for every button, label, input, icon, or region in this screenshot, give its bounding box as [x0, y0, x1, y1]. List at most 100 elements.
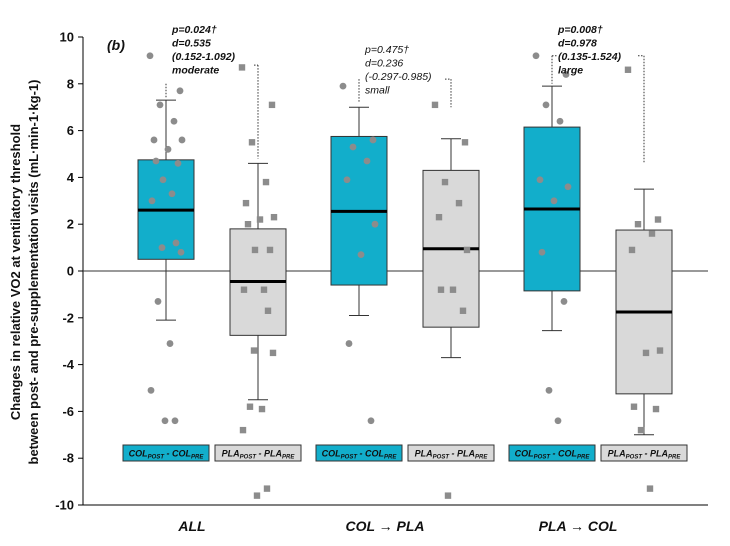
data-point: [564, 183, 572, 191]
y-tick-label: 0: [67, 264, 74, 279]
data-point: [562, 71, 570, 78]
data-point: [263, 485, 271, 492]
annotation-line: d=0.978: [558, 38, 597, 50]
data-point: [654, 216, 662, 223]
data-point: [266, 246, 274, 254]
data-point: [630, 403, 638, 410]
data-point: [240, 286, 248, 293]
data-point: [239, 426, 247, 434]
data-point: [343, 176, 351, 184]
annotation-line: large: [558, 65, 583, 77]
data-point: [550, 197, 558, 205]
data-point: [164, 145, 172, 153]
data-point: [150, 136, 158, 144]
data-point: [349, 143, 357, 151]
data-point: [357, 251, 365, 259]
data-point: [176, 87, 184, 95]
data-point: [168, 190, 176, 198]
data-point: [256, 216, 264, 223]
data-point: [238, 64, 246, 71]
data-point: [269, 349, 277, 357]
y-tick-label: 2: [67, 217, 74, 232]
data-point: [634, 221, 642, 228]
box-pla: PLAPOST - PLAPRE: [407, 101, 495, 499]
group-1: COLPOST - COLPRE PLAPOST - PLAPRE COL → PL…: [315, 44, 495, 534]
data-point: [652, 405, 660, 413]
series-label: PLAPOST - PLAPRE: [415, 449, 489, 461]
data-point: [172, 239, 180, 247]
data-point: [253, 492, 261, 499]
significance-annotation: p=0.008† d=0.978(0.135-1.524) large: [551, 24, 645, 164]
significance-annotation: p=0.024† d=0.535(0.152-1.092) moderate: [165, 24, 259, 159]
data-point: [542, 101, 550, 109]
box-col: COLPOST - COLPRE: [315, 82, 403, 462]
y-axis: -10 -8 -6 -4 -2 0 2 4 6 8 10: [55, 30, 708, 513]
data-point: [463, 246, 471, 254]
data-point: [178, 136, 186, 144]
category-label: COL → PLA: [345, 518, 424, 534]
data-point: [156, 101, 164, 109]
data-point: [545, 386, 553, 394]
box-pla: PLAPOST - PLAPRE: [600, 66, 688, 492]
annotation-line: small: [365, 85, 390, 97]
series-label: COLPOST - COLPRE: [129, 449, 205, 461]
data-point: [171, 417, 179, 425]
annotation-line: d=0.236: [365, 58, 403, 70]
data-point: [656, 347, 664, 354]
y-tick-label: 4: [67, 170, 75, 185]
series-label-box: [214, 444, 302, 462]
y-tick-label: 8: [67, 76, 74, 91]
box-pla: PLAPOST - PLAPRE: [214, 64, 302, 499]
y-axis-label-line2: between post- and pre-supplementation vi…: [26, 80, 41, 465]
data-point: [154, 298, 162, 305]
annotation-line: p=0.008†: [557, 24, 603, 36]
data-point: [648, 230, 656, 237]
data-point: [455, 199, 463, 207]
y-axis-label: Changes in relative VO2 at ventilatory t…: [8, 80, 41, 465]
annotation-line: (-0.297-0.985): [365, 71, 432, 83]
data-point: [152, 157, 160, 165]
data-point: [166, 340, 174, 347]
y-tick-label: -4: [62, 357, 74, 372]
category-label: PLA → COL: [539, 518, 618, 534]
data-point: [264, 307, 272, 314]
box-groups: COLPOST - COLPRE PLAPOST - PLAPRE ALL p=0.0…: [122, 24, 688, 534]
data-point: [250, 347, 258, 354]
series-label: PLAPOST - PLAPRE: [222, 449, 296, 461]
data-point: [369, 136, 377, 144]
series-label-box: [122, 444, 210, 462]
data-point: [177, 248, 185, 256]
series-label: COLPOST - COLPRE: [515, 449, 591, 461]
annotation-line: moderate: [172, 65, 219, 77]
series-label-box: [407, 444, 495, 462]
data-point: [248, 139, 256, 146]
box-col: COLPOST - COLPRE: [122, 52, 210, 462]
series-label-box: [600, 444, 688, 462]
category-label: ALL: [177, 518, 205, 534]
data-point: [251, 246, 259, 254]
data-point: [258, 405, 266, 413]
data-point: [444, 492, 452, 499]
y-tick-label: -2: [62, 310, 74, 325]
y-axis-label-line1: Changes in relative VO2 at ventilatory t…: [8, 124, 23, 420]
annotation-line: (0.135-1.524): [558, 51, 622, 63]
series-label-box: [508, 444, 596, 462]
data-point: [449, 286, 457, 293]
y-tick-label: -6: [62, 404, 74, 419]
data-point: [538, 248, 546, 256]
data-point: [536, 176, 544, 184]
data-point: [642, 349, 650, 357]
group-2: COLPOST - COLPRE PLAPOST - PLAPRE PLA → CO…: [508, 24, 688, 534]
data-point: [339, 82, 347, 90]
data-point: [461, 139, 469, 146]
data-point: [148, 197, 156, 205]
panel-label: (b): [107, 37, 125, 53]
data-point: [624, 66, 632, 73]
data-point: [371, 220, 379, 228]
data-point: [262, 178, 270, 186]
data-point: [170, 117, 178, 125]
data-point: [246, 403, 254, 410]
data-point: [146, 52, 154, 60]
y-tick-label: 6: [67, 123, 74, 138]
